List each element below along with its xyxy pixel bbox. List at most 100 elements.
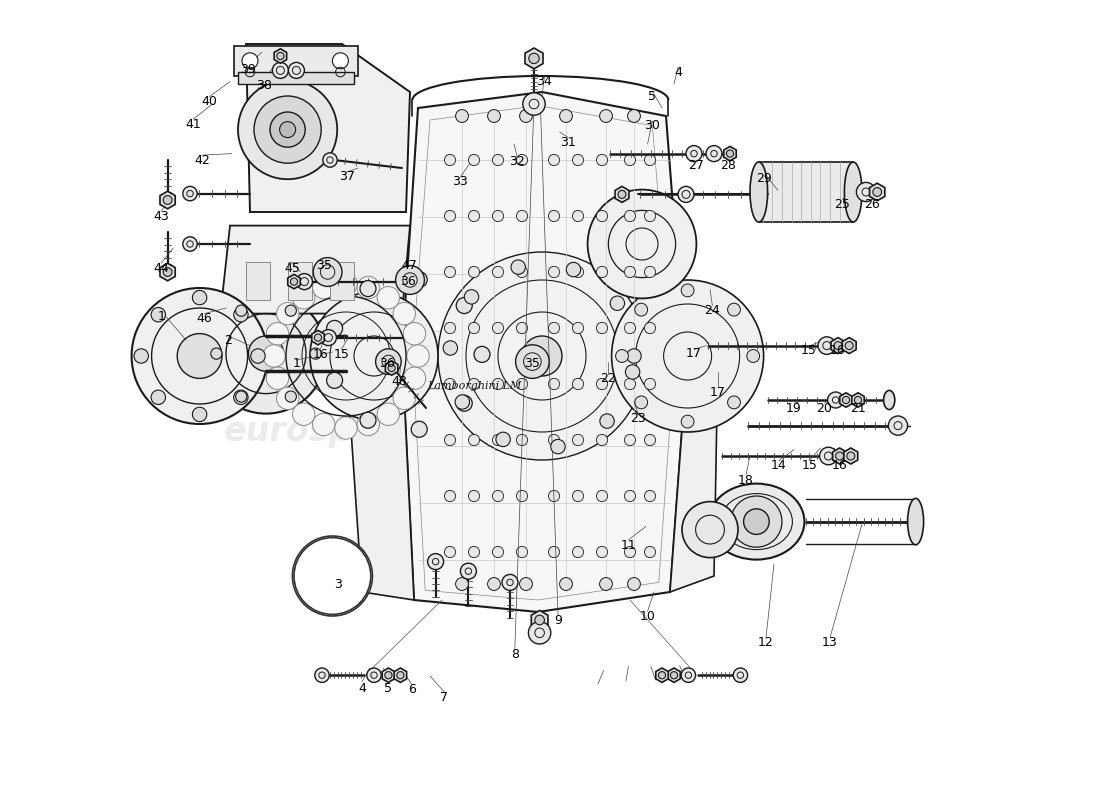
Circle shape bbox=[625, 378, 636, 390]
Text: 5: 5 bbox=[384, 682, 392, 694]
Polygon shape bbox=[382, 668, 395, 682]
Circle shape bbox=[551, 439, 565, 454]
Text: 12: 12 bbox=[758, 636, 774, 649]
Circle shape bbox=[560, 578, 572, 590]
Circle shape bbox=[744, 509, 769, 534]
Circle shape bbox=[596, 154, 607, 166]
Bar bbox=[238, 72, 354, 84]
Ellipse shape bbox=[883, 390, 894, 410]
Polygon shape bbox=[670, 352, 718, 592]
Circle shape bbox=[845, 342, 854, 350]
Text: 20: 20 bbox=[816, 402, 833, 414]
Circle shape bbox=[516, 210, 528, 222]
Text: 40: 40 bbox=[201, 95, 217, 108]
Circle shape bbox=[314, 258, 342, 286]
Text: 38: 38 bbox=[256, 79, 273, 92]
Circle shape bbox=[397, 672, 404, 678]
Circle shape bbox=[596, 266, 607, 278]
Text: 31: 31 bbox=[561, 136, 576, 149]
Circle shape bbox=[312, 414, 336, 436]
Text: 23: 23 bbox=[630, 412, 646, 425]
Circle shape bbox=[635, 303, 648, 316]
Circle shape bbox=[516, 434, 528, 446]
Circle shape bbox=[444, 434, 455, 446]
Circle shape bbox=[596, 434, 607, 446]
Text: 33: 33 bbox=[452, 175, 469, 188]
Text: 22: 22 bbox=[600, 372, 616, 385]
Circle shape bbox=[516, 546, 528, 558]
Circle shape bbox=[502, 574, 518, 590]
Circle shape bbox=[211, 348, 222, 359]
Text: 5: 5 bbox=[648, 90, 657, 102]
Circle shape bbox=[645, 154, 656, 166]
Circle shape bbox=[734, 668, 748, 682]
Circle shape bbox=[322, 153, 338, 167]
Text: 34: 34 bbox=[537, 75, 552, 88]
Circle shape bbox=[469, 434, 480, 446]
Circle shape bbox=[377, 286, 399, 309]
Circle shape bbox=[625, 210, 636, 222]
Circle shape bbox=[618, 190, 626, 198]
Circle shape bbox=[625, 322, 636, 334]
Circle shape bbox=[625, 266, 636, 278]
Circle shape bbox=[596, 546, 607, 558]
Circle shape bbox=[366, 668, 382, 682]
Polygon shape bbox=[346, 352, 414, 600]
Circle shape bbox=[235, 305, 246, 316]
Circle shape bbox=[516, 154, 528, 166]
Circle shape bbox=[192, 407, 207, 422]
Circle shape bbox=[572, 378, 584, 390]
Circle shape bbox=[393, 302, 416, 325]
Circle shape bbox=[670, 672, 678, 678]
Circle shape bbox=[332, 53, 349, 69]
Circle shape bbox=[572, 434, 584, 446]
Circle shape bbox=[192, 290, 207, 305]
Circle shape bbox=[843, 396, 849, 403]
Circle shape bbox=[512, 260, 526, 274]
Circle shape bbox=[151, 307, 165, 322]
Text: 16: 16 bbox=[832, 459, 847, 472]
Polygon shape bbox=[851, 393, 865, 407]
Text: 1: 1 bbox=[293, 358, 300, 370]
Circle shape bbox=[820, 447, 837, 465]
Circle shape bbox=[493, 378, 504, 390]
Text: 36: 36 bbox=[399, 275, 416, 288]
Circle shape bbox=[151, 390, 165, 405]
Text: 35: 35 bbox=[316, 259, 331, 272]
Polygon shape bbox=[160, 263, 175, 281]
Circle shape bbox=[519, 110, 532, 122]
Text: 48: 48 bbox=[392, 375, 407, 388]
Circle shape bbox=[549, 322, 560, 334]
Text: 15: 15 bbox=[333, 348, 349, 361]
Circle shape bbox=[681, 668, 695, 682]
Circle shape bbox=[625, 546, 636, 558]
Circle shape bbox=[377, 403, 399, 426]
Circle shape bbox=[312, 276, 336, 298]
Circle shape bbox=[266, 322, 288, 345]
Circle shape bbox=[682, 502, 738, 558]
Circle shape bbox=[625, 490, 636, 502]
Text: 13: 13 bbox=[822, 636, 838, 649]
Circle shape bbox=[645, 378, 656, 390]
Circle shape bbox=[600, 110, 613, 122]
Text: 16: 16 bbox=[312, 348, 328, 361]
Circle shape bbox=[251, 349, 265, 363]
Text: 11: 11 bbox=[620, 539, 636, 552]
Polygon shape bbox=[615, 186, 629, 202]
Ellipse shape bbox=[708, 483, 804, 560]
Circle shape bbox=[474, 346, 490, 362]
Text: 25: 25 bbox=[834, 198, 850, 210]
Polygon shape bbox=[833, 448, 847, 464]
Text: 1: 1 bbox=[158, 310, 166, 322]
Polygon shape bbox=[288, 274, 300, 289]
Polygon shape bbox=[220, 226, 410, 314]
Polygon shape bbox=[525, 48, 543, 69]
Text: 28: 28 bbox=[720, 159, 736, 172]
Circle shape bbox=[358, 414, 379, 436]
Circle shape bbox=[616, 350, 628, 362]
Circle shape bbox=[469, 266, 480, 278]
Circle shape bbox=[163, 196, 172, 204]
Text: 18: 18 bbox=[738, 474, 754, 486]
Text: 9: 9 bbox=[554, 614, 562, 626]
Polygon shape bbox=[839, 393, 853, 407]
